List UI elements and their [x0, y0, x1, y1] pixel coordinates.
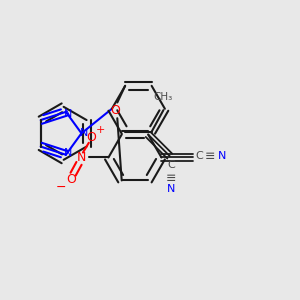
Text: +: +: [96, 125, 105, 135]
Text: O: O: [66, 172, 76, 186]
Text: N: N: [64, 109, 72, 119]
Text: N: N: [167, 184, 175, 194]
Text: N: N: [218, 152, 226, 161]
Text: N: N: [64, 148, 72, 158]
Text: O: O: [86, 131, 96, 144]
Text: C: C: [196, 152, 204, 161]
Text: ≡: ≡: [204, 150, 215, 163]
Text: CH₃: CH₃: [154, 92, 173, 102]
Text: N: N: [76, 151, 86, 164]
Text: −: −: [56, 182, 67, 194]
Text: ≡: ≡: [166, 172, 176, 185]
Text: O: O: [110, 104, 120, 117]
Text: N: N: [80, 128, 88, 138]
Text: C: C: [167, 160, 175, 170]
